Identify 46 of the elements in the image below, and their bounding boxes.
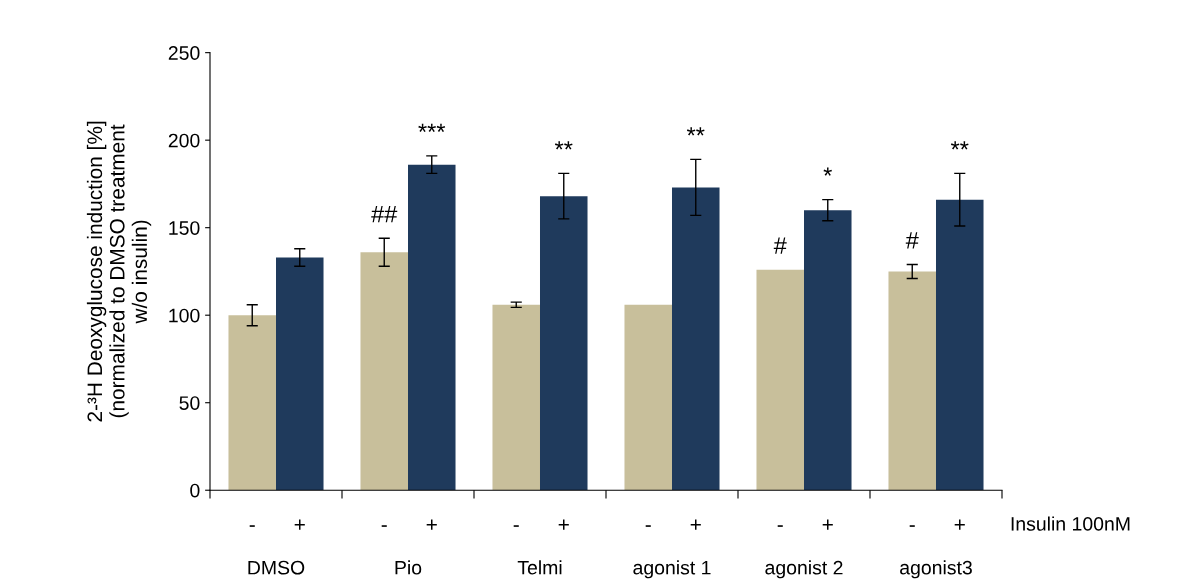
text: +: [822, 519, 833, 530]
bar: [804, 210, 852, 491]
y-tick-label: 150: [169, 221, 200, 235]
text: Insulin 100nM: [1011, 516, 1130, 531]
bar: [492, 304, 540, 491]
y-axis-title: 2-³H Deoxyglucose induction [%] (normalized to DMSO treatment w/o insulin): [86, 121, 152, 422]
annotation: *: [823, 167, 832, 176]
bar: [276, 257, 324, 491]
text: -: [777, 525, 783, 527]
annotation: #: [773, 237, 787, 254]
y-tick-label: 250: [168, 46, 200, 60]
text: -: [381, 525, 387, 527]
bar: [888, 271, 936, 491]
text: -: [513, 525, 519, 527]
x-tick-label: agonist3: [900, 560, 972, 579]
bar: [228, 315, 276, 491]
annotation: **: [686, 127, 705, 136]
bar: [360, 252, 408, 491]
annotation: ***: [418, 123, 446, 132]
text: -: [909, 525, 915, 527]
annotation: **: [950, 141, 969, 150]
bar: [540, 196, 588, 491]
y-tick-label: 100: [169, 308, 200, 323]
text: +: [426, 519, 437, 530]
x-tick-label: Pio: [395, 560, 422, 575]
y-tick-label: 50: [179, 396, 200, 410]
bar: [672, 187, 720, 491]
bar: [408, 164, 456, 491]
x-tick-label: agonist 2: [765, 560, 843, 579]
annotation: **: [554, 141, 573, 150]
y-tick-label: 200: [168, 133, 200, 148]
text: +: [690, 519, 701, 530]
bar: [936, 199, 984, 491]
text: -: [645, 525, 651, 527]
bar: [756, 269, 804, 491]
bar: [624, 304, 672, 491]
annotation: ##: [371, 206, 398, 223]
x-tick-label: Telmi: [517, 560, 562, 575]
text: +: [954, 519, 965, 530]
series-label: -: [249, 525, 255, 527]
annotation: #: [905, 232, 919, 249]
x-tick-label: agonist 1: [633, 560, 711, 579]
text: +: [558, 519, 569, 530]
y-tick-label: 0: [190, 483, 200, 498]
x-tick-label: DMSO: [248, 560, 305, 575]
series-label: +: [294, 519, 305, 530]
